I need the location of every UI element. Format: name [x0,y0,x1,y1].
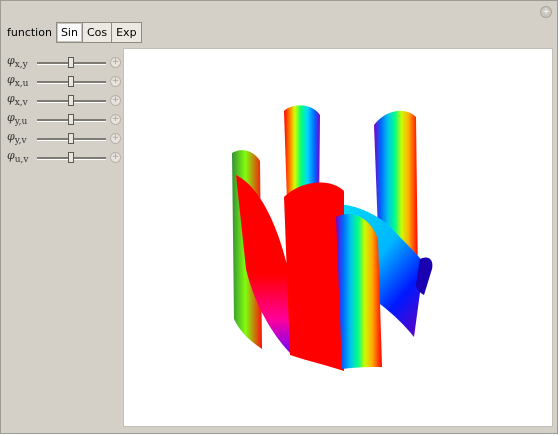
angle-slider[interactable] [36,113,107,126]
control-label: φy,u [7,111,28,128]
control-row-uv: φu,v + [7,148,121,167]
control-row-xy: φx,y + [7,53,121,72]
surface-plot [232,105,433,371]
function-toolbar: function Sin Cos Exp [7,21,142,43]
angle-slider[interactable] [36,94,107,107]
plus-icon[interactable]: + [110,114,121,125]
control-label: φx,y [7,54,28,71]
plus-icon[interactable]: + [110,57,121,68]
control-row-xu: φx,u + [7,72,121,91]
rotation-controls: φx,y + φx,u + φx,v + φy [7,53,121,167]
slider-thumb[interactable] [67,151,74,163]
angle-slider[interactable] [36,75,107,88]
plot-area[interactable] [123,48,553,427]
control-label: φx,v [7,92,28,109]
function-label: function [7,25,52,39]
plus-icon[interactable]: + [110,152,121,163]
slider-thumb[interactable] [67,94,74,106]
slider-thumb[interactable] [67,132,74,144]
angle-slider[interactable] [36,132,107,145]
control-row-yu: φy,u + [7,110,121,129]
surface-sheet [284,182,344,371]
surface-sheet [416,257,433,295]
plus-icon[interactable]: + [110,76,121,87]
control-label: φx,u [7,73,29,90]
control-label: φy,v [7,130,27,147]
control-row-xv: φx,v + [7,91,121,110]
tab-sin[interactable]: Sin [56,22,83,42]
function-tab-group: Sin Cos Exp [55,21,142,43]
surface-sheet [236,175,294,355]
surface-sheet [336,213,382,369]
angle-slider[interactable] [36,56,107,69]
control-label: φu,v [7,149,29,166]
control-row-yv: φy,v + [7,129,121,148]
angle-slider[interactable] [36,151,107,164]
plus-icon[interactable]: + [110,133,121,144]
tab-exp[interactable]: Exp [112,22,141,42]
close-icon[interactable]: + [540,6,552,18]
slider-thumb[interactable] [67,113,74,125]
tab-cos[interactable]: Cos [82,22,113,42]
plus-icon[interactable]: + [110,95,121,106]
slider-thumb[interactable] [67,56,74,68]
slider-thumb[interactable] [67,75,74,87]
